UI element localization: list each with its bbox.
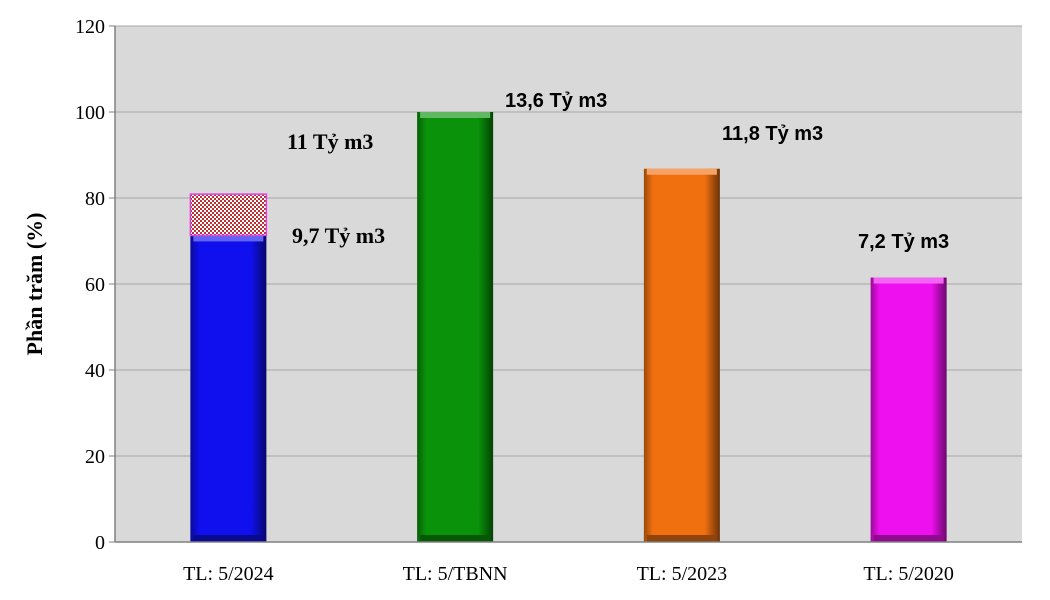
x-tick-label: TL: 5/2024	[183, 563, 274, 585]
x-tick-label: TL: 5/2023	[637, 563, 728, 585]
bar-base-shade	[193, 535, 264, 542]
y-tick-label: 80	[85, 188, 105, 210]
bar-base-shade	[873, 535, 944, 542]
bar	[190, 235, 267, 542]
bar	[870, 277, 947, 542]
data-label-2024-total: 11 Tỷ m3	[287, 129, 373, 154]
bar	[417, 112, 494, 542]
bar-base-shade	[646, 535, 717, 542]
y-tick-label: 40	[85, 360, 105, 382]
y-tick-label: 0	[95, 532, 105, 554]
bar-hatched-segment	[189, 193, 268, 237]
x-tick-label: TL: 5/2020	[863, 563, 954, 585]
y-tick-label: 20	[85, 446, 105, 468]
x-tick-labels: TL: 5/2024 TL: 5/TBNN TL: 5/2023 TL: 5/2020	[183, 563, 954, 585]
y-tick-label: 100	[75, 102, 105, 124]
bar	[643, 168, 720, 542]
data-label-2020: 7,2 Tỷ m3	[858, 231, 949, 253]
y-axis-label: Phần trăm (%)	[22, 213, 47, 356]
bar-highlight	[873, 277, 944, 284]
bar-base-shade	[420, 535, 491, 542]
data-label-2023: 11,8 Tỷ m3	[722, 123, 823, 145]
bar-highlight	[420, 112, 491, 118]
data-label-tbnn: 13,6 Tỷ m3	[505, 90, 607, 112]
data-label-2024-current: 9,7 Tỷ m3	[292, 223, 385, 248]
y-tick-label: 60	[85, 274, 105, 296]
y-tick-labels: 0 20 40 60 80 100 120	[75, 16, 105, 554]
data-labels: 11 Tỷ m3 9,7 Tỷ m3 13,6 Tỷ m3 11,8 Tỷ m3…	[287, 90, 949, 253]
x-tick-label: TL: 5/TBNN	[403, 563, 508, 585]
y-tick-label: 120	[75, 16, 105, 38]
bars	[189, 112, 947, 542]
axes	[109, 25, 1022, 543]
bar-highlight	[193, 235, 264, 242]
bar-highlight	[646, 168, 717, 175]
